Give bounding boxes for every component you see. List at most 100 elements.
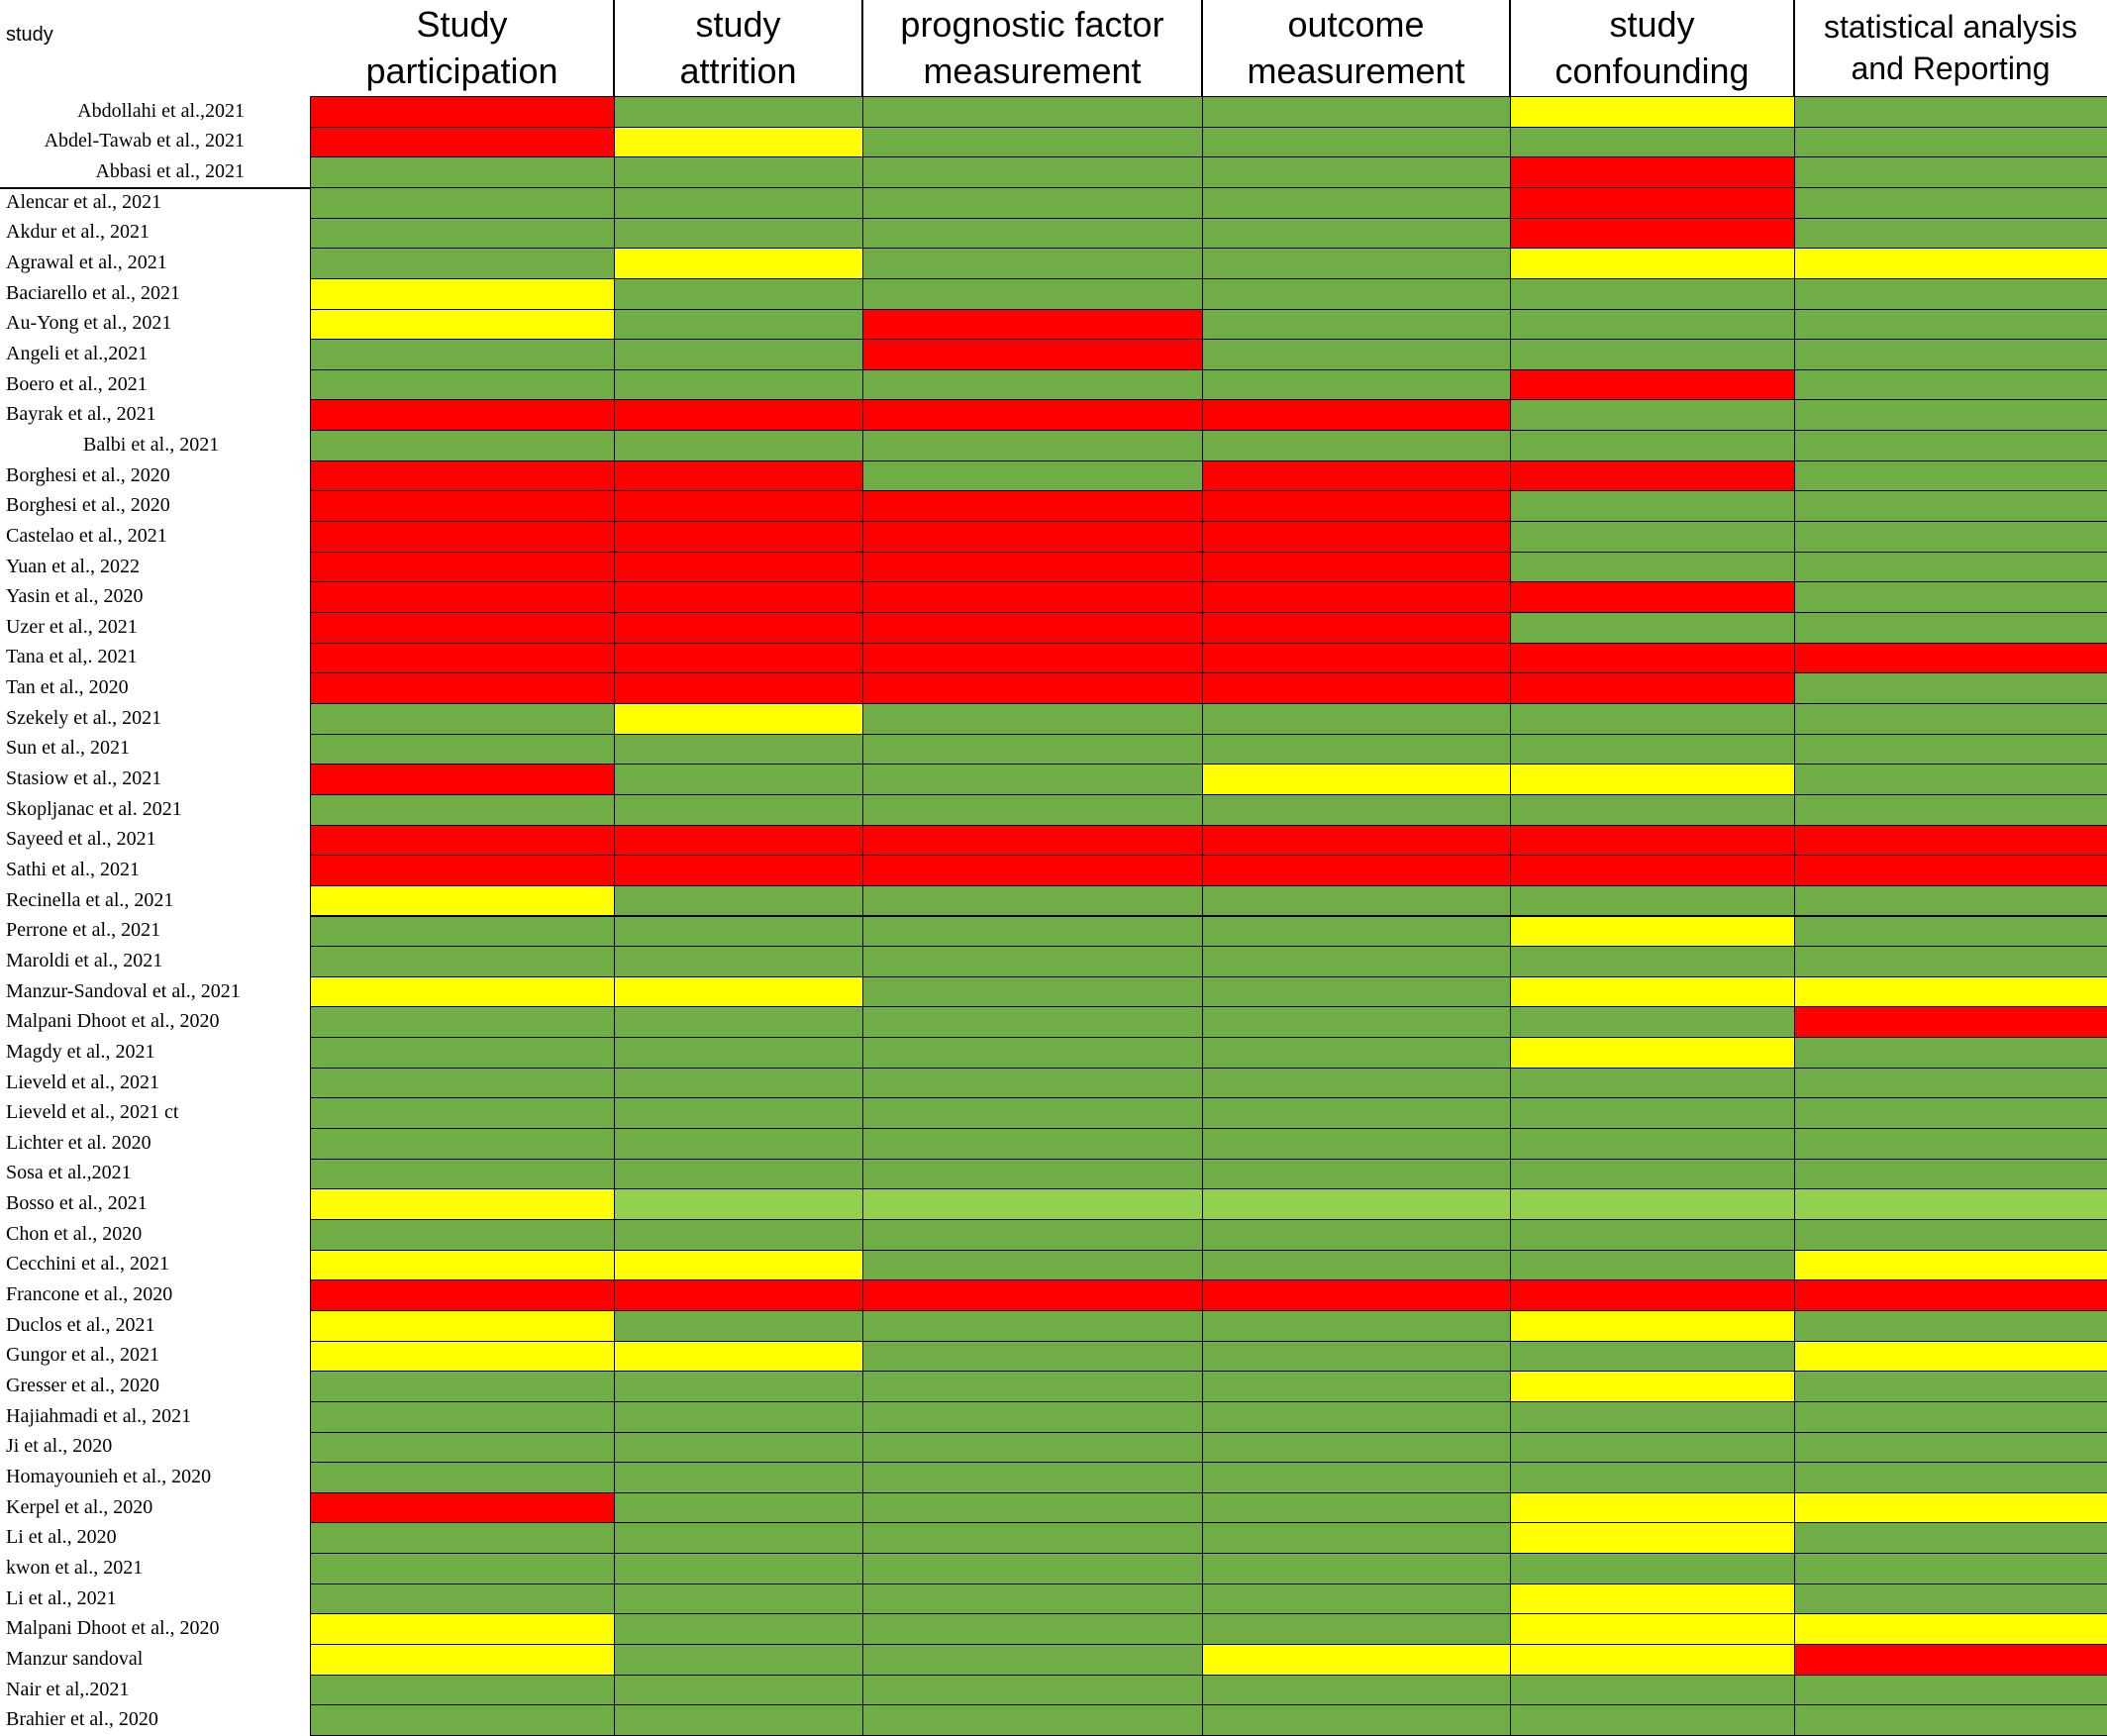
rating-cell [614,946,863,977]
study-label: Yuan et al., 2022 [6,555,140,577]
rating-cell [310,339,615,370]
rating-cell [1202,1583,1511,1615]
rating-cell [862,1400,1203,1433]
rating-cell [1510,733,1795,766]
rating-cell [862,1583,1203,1615]
rating-cell [310,1583,615,1615]
rating-cell [862,1037,1203,1069]
rating-cell [1794,975,2107,1008]
study-label: Li et al., 2020 [6,1526,117,1549]
rating-cell [862,1522,1203,1555]
rating-cell [1510,1340,1795,1373]
rating-cell [310,1037,615,1069]
rating-cell [1510,915,1795,948]
rating-cell [1794,277,2107,310]
rating-cell [862,399,1203,432]
study-label: Gungor et al., 2021 [6,1344,159,1367]
rating-cell [862,217,1203,250]
rating-cell [1794,490,2107,523]
rating-cell [1794,521,2107,553]
rating-cell [1794,368,2107,401]
rating-cell [862,430,1203,461]
rating-cell [1202,1431,1511,1464]
rating-cell [310,855,615,886]
study-label: Recinella et al., 2021 [6,888,174,911]
column-divider [1509,0,1511,96]
study-label: Chon et al., 2020 [6,1222,143,1245]
rating-cell [1794,793,2107,826]
rating-cell [1794,1340,2107,1373]
rating-cell [1202,368,1511,401]
rating-cell [1510,1279,1795,1311]
rating-cell [1510,430,1795,461]
rating-cell [614,764,863,795]
rating-cell [614,855,863,886]
rating-cell [862,793,1203,826]
rating-cell [1202,1279,1511,1311]
rating-cell [1202,702,1511,735]
rating-cell [1794,1371,2107,1402]
rating-cell [862,1158,1203,1190]
rating-cell [1202,1067,1511,1099]
rating-cell [862,1006,1203,1039]
study-label: Li et al., 2021 [6,1586,117,1609]
rating-cell [614,793,863,826]
rating-cell [1202,339,1511,370]
rating-cell [614,1674,863,1706]
rating-cell [862,308,1203,341]
rating-cell [1202,612,1511,644]
study-label: Sun et al., 2021 [6,737,130,760]
rating-cell [862,1309,1203,1342]
rating-cell [1510,1371,1795,1402]
rating-cell [310,824,615,857]
rating-cell [862,642,1203,674]
study-label: Agrawal et al., 2021 [6,252,167,274]
rating-cell [614,308,863,341]
column-header: prognostic factor measurement [900,3,1164,91]
rating-cell [310,1400,615,1433]
rating-cell [862,946,1203,977]
rating-cell [614,642,863,674]
rating-cell [614,1037,863,1069]
rating-cell [1202,1218,1511,1251]
rating-cell [862,1613,1203,1646]
rating-cell [1510,1583,1795,1615]
rating-cell [1202,1704,1511,1736]
rating-cell [1202,884,1511,917]
rating-cell [310,1188,615,1220]
rating-cell [862,1553,1203,1584]
rating-cell [614,460,863,492]
rating-cell [1510,642,1795,674]
rating-cell [310,975,615,1008]
rating-cell [1202,1006,1511,1039]
column-divider [1793,0,1795,96]
rating-cell [1510,946,1795,977]
study-label: Tana et al,. 2021 [6,646,138,668]
rating-cell [310,551,615,583]
rating-cell [310,702,615,735]
study-label: Manzur sandoval [6,1647,144,1670]
rating-cell [1794,1188,2107,1220]
study-label: Baciarello et al., 2021 [6,281,181,304]
rating-cell [614,1491,863,1524]
rating-cell [1510,1158,1795,1190]
rating-cell [1510,1613,1795,1646]
column-divider [861,0,863,96]
rating-cell [1202,855,1511,886]
rating-cell [1202,793,1511,826]
rating-cell [310,368,615,401]
rating-cell [310,764,615,795]
rating-cell [1202,399,1511,432]
rating-cell [862,460,1203,492]
rating-cell [310,308,615,341]
rating-cell [862,1128,1203,1160]
study-label: Boero et al., 2021 [6,372,148,395]
rating-cell [614,915,863,948]
rating-cell [862,126,1203,158]
rating-cell [1794,399,2107,432]
rating-cell [862,975,1203,1008]
rating-cell [862,551,1203,583]
rating-cell [1510,521,1795,553]
column-header: study confounding [1555,3,1750,91]
